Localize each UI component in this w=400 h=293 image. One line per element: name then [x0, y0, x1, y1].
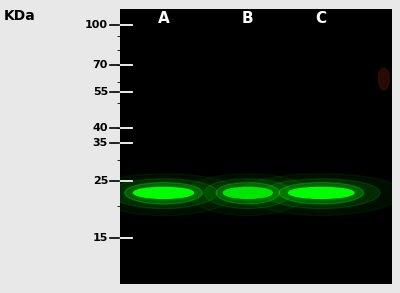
Ellipse shape — [204, 179, 292, 209]
Text: B: B — [242, 11, 254, 26]
Text: 25: 25 — [93, 176, 108, 186]
Ellipse shape — [134, 188, 194, 198]
Text: 55: 55 — [93, 87, 108, 97]
Text: 15: 15 — [93, 234, 108, 243]
Text: 70: 70 — [93, 60, 108, 70]
Ellipse shape — [216, 183, 280, 204]
Ellipse shape — [279, 183, 364, 204]
Ellipse shape — [289, 188, 354, 198]
Ellipse shape — [262, 179, 380, 209]
Ellipse shape — [89, 174, 238, 216]
Ellipse shape — [378, 68, 389, 90]
Text: KDa: KDa — [4, 9, 36, 23]
Text: A: A — [158, 11, 169, 26]
Text: 40: 40 — [92, 123, 108, 133]
Ellipse shape — [187, 174, 309, 216]
Text: 35: 35 — [93, 138, 108, 148]
Text: C: C — [316, 11, 327, 26]
Text: 100: 100 — [85, 20, 108, 30]
Ellipse shape — [125, 183, 202, 204]
Ellipse shape — [240, 174, 400, 216]
Ellipse shape — [110, 179, 217, 209]
Ellipse shape — [223, 188, 272, 198]
